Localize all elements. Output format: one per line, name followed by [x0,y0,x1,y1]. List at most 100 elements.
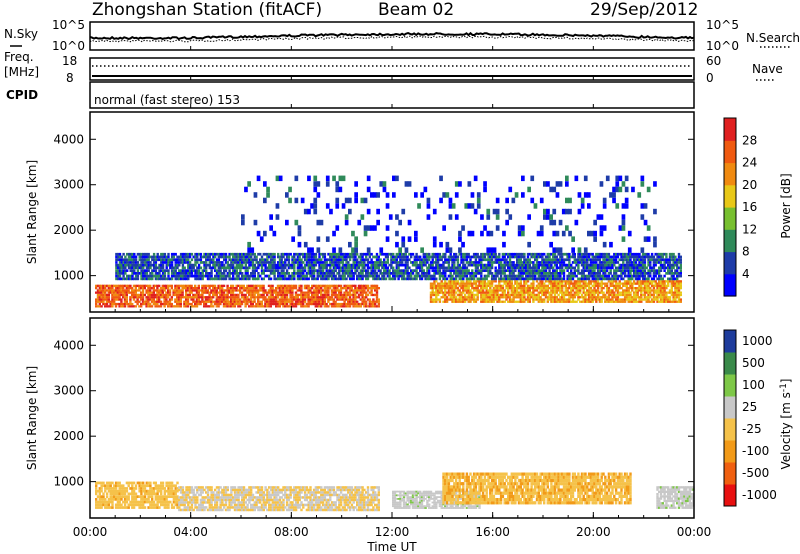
power-cell [147,255,150,259]
power-cell [625,274,629,278]
power-cell [305,263,309,267]
power-cell [445,277,449,281]
power-cell [332,291,335,294]
power-cell [284,302,287,306]
power-cell [95,302,98,306]
power-cell [507,284,510,287]
power-cell [591,298,594,301]
power-cell [212,300,215,303]
power-cell [352,284,355,287]
power-cell [178,274,181,278]
power-cell [165,287,168,290]
power-cell [553,293,557,297]
power-cell [187,258,190,262]
power-cell [266,255,269,259]
power-cell [444,284,447,287]
power-cell [595,255,598,259]
power-cell [562,263,566,267]
power-cell [149,266,152,270]
power-cell [203,269,206,272]
power-cell [460,266,463,270]
power-cell [123,296,127,299]
power-cell [417,263,420,267]
power-cell [553,252,557,256]
power-cell [350,289,353,292]
power-cell [302,269,305,272]
power-cell [206,291,209,294]
power-cell [296,298,299,301]
power-cell [339,269,343,272]
power-cell [463,282,467,285]
power-cell [145,258,149,262]
power-cell [481,296,485,299]
power-cell [336,287,339,290]
power-cell [640,289,643,292]
power-cell [114,296,118,299]
power-cell [474,252,478,256]
power-cell [320,272,323,275]
power-cell [512,255,515,259]
power-cell [543,263,546,267]
power-cell [395,261,398,264]
power-cell [512,263,515,267]
power-cell [320,258,323,262]
power-cell [384,272,388,275]
power-cell [375,305,379,308]
power-cell [627,272,630,275]
power-cell [160,274,163,278]
power-cell [226,293,229,297]
power-cell [257,284,260,287]
power-cell [528,289,531,292]
power-cell [550,272,553,275]
power-cell [269,296,272,299]
power-cell [539,287,542,290]
power-cell [625,255,629,259]
power-cell [115,252,118,256]
power-cell [451,263,454,267]
power-cell [338,266,341,270]
power-cell [429,291,433,294]
power-cell [436,266,440,270]
power-cell [401,272,404,275]
power-cell [280,296,283,299]
power-cell [559,252,562,256]
power-cell [152,274,156,278]
power-cell [163,261,167,264]
power-cell [555,296,558,299]
power-cell [492,255,496,259]
power-cell [433,287,436,290]
power-cell [300,258,303,262]
power-cell [579,284,582,287]
power-cell [654,269,657,272]
power-cell [321,293,325,297]
power-cell [496,287,499,290]
power-cell [278,293,281,297]
power-cell [186,287,190,290]
power-cell [251,284,254,287]
power-cell [620,263,623,267]
power-cell [116,291,119,294]
power-cell [453,287,456,290]
power-cell [363,289,366,292]
power-cell [154,296,157,299]
power-cell [217,266,220,270]
power-cell [196,266,199,270]
power-cell [404,261,407,264]
power-cell [659,277,663,281]
power-cell [134,293,137,297]
power-cell [307,258,310,262]
power-cell [447,261,451,264]
power-cell [596,280,600,283]
power-cell [120,289,123,292]
power-cell [284,272,287,275]
power-cell [431,300,434,303]
power-cell [521,261,524,264]
power-cell [667,291,670,294]
power-cell [217,305,220,308]
power-cell [104,298,107,301]
power-cell [240,300,244,303]
power-cell [151,258,154,262]
power-cell [109,302,112,306]
power-cell [420,277,424,281]
power-cell [210,291,213,294]
